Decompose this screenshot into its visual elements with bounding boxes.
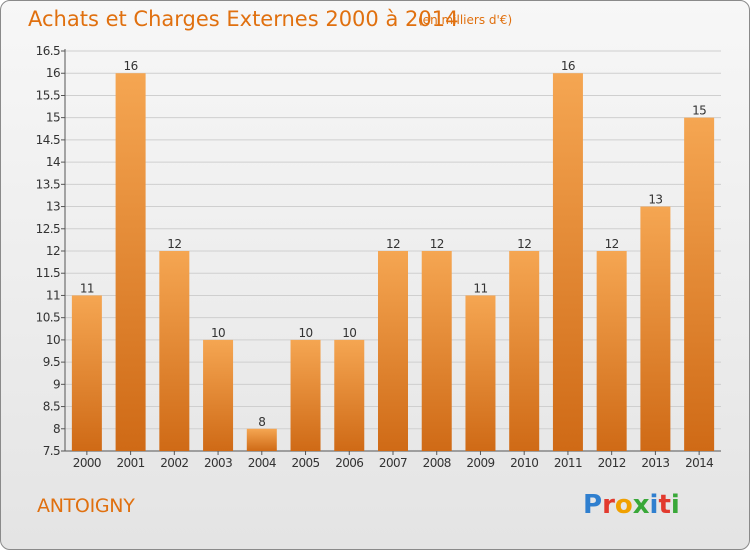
x-tick-label: 2010 [510,456,538,470]
x-tick-label: 2012 [598,456,626,470]
bar [421,251,452,451]
y-tick-label: 12 [46,244,60,258]
bar [378,251,408,451]
y-tick-label: 8 [53,422,60,436]
bar [246,428,277,451]
y-tick-label: 15 [46,111,60,125]
y-tick-label: 13.5 [36,177,60,191]
bar [552,73,583,451]
x-tick-label: 2008 [423,456,451,470]
y-tick-label: 8.5 [43,400,60,414]
bar-value-label: 12 [517,237,531,251]
x-tick-label: 2013 [641,456,669,470]
bar-value-label: 16 [561,59,575,73]
bar [159,251,190,451]
bar-value-label: 16 [124,59,138,73]
x-tick-label: 2003 [204,456,232,470]
y-tick-label: 9 [53,377,60,391]
x-tick-label: 2000 [73,456,101,470]
x-tick-label: 2006 [335,456,363,470]
x-tick-label: 2009 [466,456,494,470]
bars: 11 16 12 10 8 10 10 12 12 11 12 16 12 13 15 [71,59,715,452]
proxiti-logo: Proxiti [583,490,680,520]
bar-value-label: 10 [342,326,356,340]
bar [596,251,627,451]
bar-value-label: 12 [386,237,400,251]
bar [290,339,321,451]
axes: 7.5 8 8.5 9 9.5 10 10.5 11 11.5 12 12.5 13 13.5 14 14.… [36,44,721,470]
chart-unit: (en milliers d'€) [418,13,513,27]
commune-name: ANTOIGNY [37,495,135,517]
bar [640,206,671,451]
bar-value-label: 12 [605,237,619,251]
bar-value-label: 12 [167,237,181,251]
bar-value-label: 10 [211,326,225,340]
y-tick-label: 16.5 [36,44,60,58]
bar-value-label: 10 [298,326,312,340]
bar-value-label: 8 [258,415,265,429]
bar-value-label: 13 [648,193,662,207]
bar-value-label: 11 [473,281,487,295]
y-tick-label: 14 [46,155,60,169]
y-tick-label: 11.5 [36,266,60,280]
bar-value-label: 12 [430,237,444,251]
x-tick-label: 2005 [291,456,319,470]
bar [334,339,365,451]
chart-title: Achats et Charges Externes 2000 à 2014 [28,7,459,31]
y-tick-label: 10.5 [36,311,60,325]
x-tick-label: 2002 [160,456,188,470]
bar-value-label: 15 [692,104,706,118]
y-tick-label: 15.5 [36,88,60,102]
bar [465,295,496,451]
x-tick-label: 2007 [379,456,407,470]
x-tick-label: 2001 [117,456,145,470]
y-tick-label: 16 [46,66,60,80]
bar-value-label: 11 [80,281,94,295]
bar [509,251,540,451]
y-tick-label: 10 [46,333,60,347]
x-tick-label: 2011 [554,456,582,470]
y-tick-label: 13 [46,200,60,214]
y-tick-label: 12.5 [36,222,60,236]
x-tick-label: 2004 [248,456,276,470]
bar [203,339,234,451]
y-tick-label: 11 [46,288,60,302]
x-tick-label: 2014 [685,456,713,470]
bar [115,73,146,451]
y-tick-label: 9.5 [43,355,60,369]
y-tick-label: 7.5 [43,444,60,458]
y-tick-label: 14.5 [36,133,60,147]
bar [684,117,715,452]
bar [71,295,102,451]
